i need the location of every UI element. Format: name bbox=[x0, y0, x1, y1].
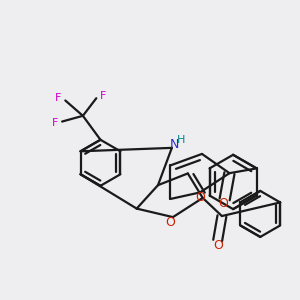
Text: H: H bbox=[177, 135, 185, 145]
Text: F: F bbox=[55, 93, 61, 103]
Text: O: O bbox=[213, 238, 223, 251]
Text: F: F bbox=[100, 91, 106, 101]
Text: N: N bbox=[170, 137, 179, 151]
Text: F: F bbox=[52, 118, 58, 128]
Text: O: O bbox=[165, 216, 175, 230]
Text: O: O bbox=[218, 197, 228, 210]
Text: O: O bbox=[196, 191, 206, 204]
